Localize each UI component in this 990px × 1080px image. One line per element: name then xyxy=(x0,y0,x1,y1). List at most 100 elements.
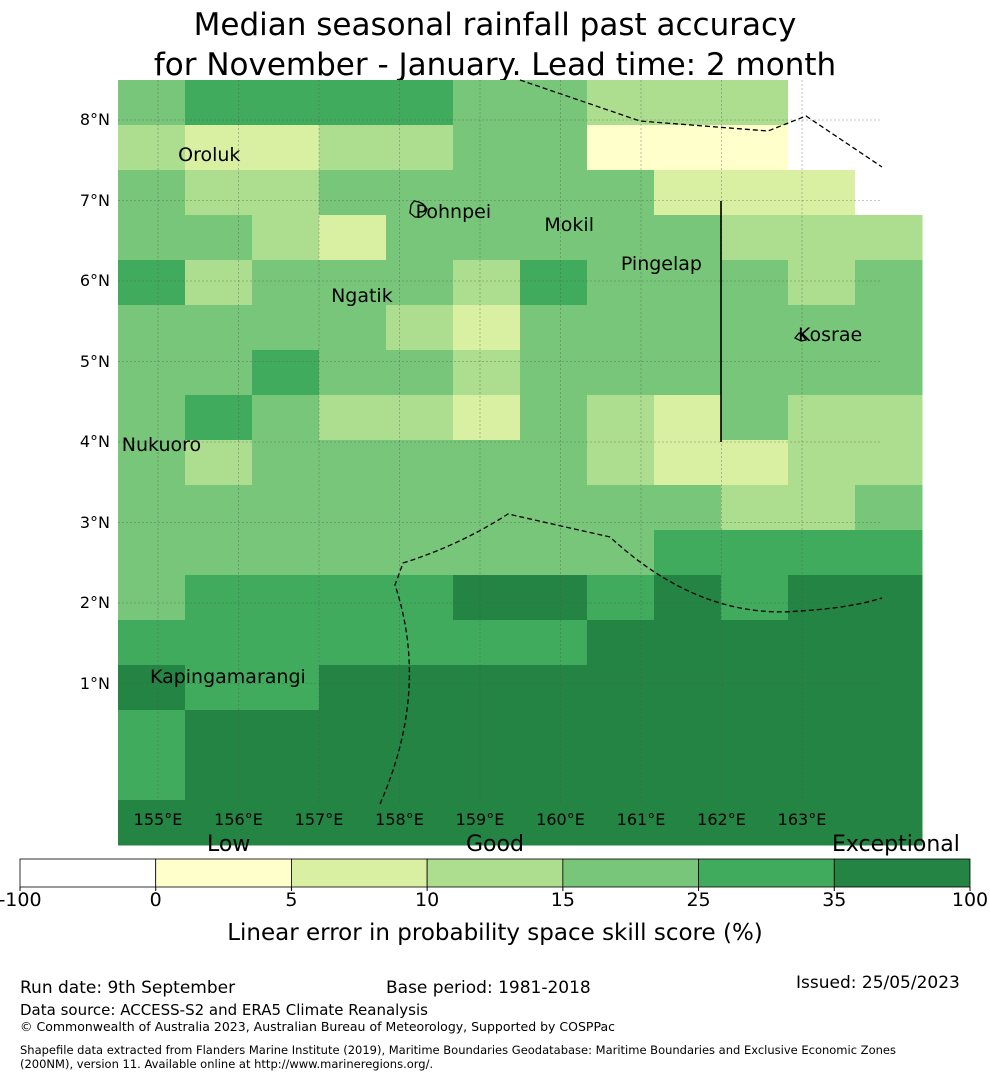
colorbar-title: Linear error in probability space skill … xyxy=(227,920,763,946)
grid-cell xyxy=(855,575,923,621)
eez-boundary-south xyxy=(379,513,883,805)
grid-cell xyxy=(453,800,521,846)
grid-cell xyxy=(587,125,655,171)
grid-cell xyxy=(185,80,253,126)
grid-cell xyxy=(118,395,186,441)
grid-cell xyxy=(386,665,454,711)
grid-cell xyxy=(252,755,320,801)
grid-cell xyxy=(788,350,856,396)
grid-cell xyxy=(788,620,856,666)
colorbar xyxy=(19,858,971,891)
grid-cell xyxy=(185,395,253,441)
category-low-label: Low xyxy=(207,832,251,857)
latitude-label: 7°N xyxy=(79,190,110,210)
grid-cell xyxy=(453,575,521,621)
grid-cell xyxy=(118,530,186,576)
grid-cell xyxy=(185,575,253,621)
grid-cell xyxy=(788,215,856,261)
longitude-label: 158°E xyxy=(375,810,424,829)
colorbar-tick-label: 35 xyxy=(822,889,847,911)
grid-cell xyxy=(654,440,722,486)
grid-cell xyxy=(855,710,923,756)
grid-cell xyxy=(587,620,655,666)
longitude-label: 155°E xyxy=(133,810,183,829)
grid-cell xyxy=(855,260,923,306)
grid-cell xyxy=(788,170,856,216)
grid-cell xyxy=(587,710,655,756)
map-title-line2: for November - January. Lead time: 2 mon… xyxy=(153,47,837,83)
grid-cell xyxy=(319,215,387,261)
grid-cell xyxy=(855,170,923,216)
grid-cell xyxy=(855,620,923,666)
grid-cell xyxy=(721,800,789,846)
grid-cell xyxy=(185,350,253,396)
grid-cell xyxy=(453,215,521,261)
grid-cell xyxy=(319,800,387,846)
latitude-label: 8°N xyxy=(79,110,110,129)
grid-cell xyxy=(386,620,454,666)
grid-cell xyxy=(654,305,722,351)
grid-cell xyxy=(185,485,253,531)
grid-cell xyxy=(118,215,186,261)
colorbar-segment xyxy=(426,858,564,888)
grid-cell xyxy=(453,485,521,531)
grid-cell xyxy=(788,80,856,126)
grid-cell xyxy=(855,530,923,576)
grid-cell xyxy=(386,305,454,351)
grid-cell xyxy=(788,125,856,171)
run-date: Run date: 9th September xyxy=(20,978,236,998)
grid-cell xyxy=(185,440,253,486)
grid-cell xyxy=(520,485,588,531)
grid-cell xyxy=(453,530,521,576)
grid-cell xyxy=(788,260,856,306)
grid-cell xyxy=(587,395,655,441)
grid-cell xyxy=(252,665,320,711)
grid-cell xyxy=(520,80,588,126)
grid-cell xyxy=(319,80,387,126)
pohnpei-outline xyxy=(409,200,428,218)
colorbar-tick-label: 100 xyxy=(951,889,989,911)
grid-cell xyxy=(855,215,923,261)
grid-cell xyxy=(654,620,722,666)
place-label-pingelap: Pingelap xyxy=(620,252,702,275)
grid-cell xyxy=(587,575,655,621)
grid-cell xyxy=(319,575,387,621)
grid-cell xyxy=(386,755,454,801)
grid-cell xyxy=(319,530,387,576)
grid-cell xyxy=(386,260,454,306)
grid-cell xyxy=(453,440,521,486)
grid-cell xyxy=(118,305,186,351)
grid-cell xyxy=(386,710,454,756)
grid-cell xyxy=(252,395,320,441)
category-good-label: Good xyxy=(466,832,524,857)
grid-cell xyxy=(386,215,454,261)
grid-cell xyxy=(386,800,454,846)
colorbar-segment xyxy=(562,858,699,888)
grid-cell xyxy=(520,710,588,756)
grid-cell xyxy=(252,80,320,126)
place-label-kosrae: Kosrae xyxy=(797,323,863,346)
grid-cell xyxy=(386,125,454,171)
grid-cell xyxy=(453,260,521,306)
longitude-label: 157°E xyxy=(294,810,344,829)
grid-cell xyxy=(654,395,722,441)
grid-cell xyxy=(319,125,387,171)
colorbar-tick-label: -100 xyxy=(0,889,42,911)
colorbar-tick-label: 0 xyxy=(149,889,162,911)
grid-cell xyxy=(721,485,789,531)
grid-cell xyxy=(386,530,454,576)
grid-cell xyxy=(721,125,789,171)
grid-cell xyxy=(654,575,722,621)
latitude-label: 2°N xyxy=(79,593,110,612)
grid-cell xyxy=(252,710,320,756)
grid-cell xyxy=(587,350,655,396)
grid-cell xyxy=(319,305,387,351)
grid-cell xyxy=(855,350,923,396)
grid-cell xyxy=(855,800,923,846)
longitude-label: 159°E xyxy=(455,810,505,829)
grid-cell xyxy=(185,215,253,261)
grid-cell xyxy=(319,170,387,216)
grid-cell xyxy=(386,395,454,441)
grid-cell xyxy=(587,530,655,576)
